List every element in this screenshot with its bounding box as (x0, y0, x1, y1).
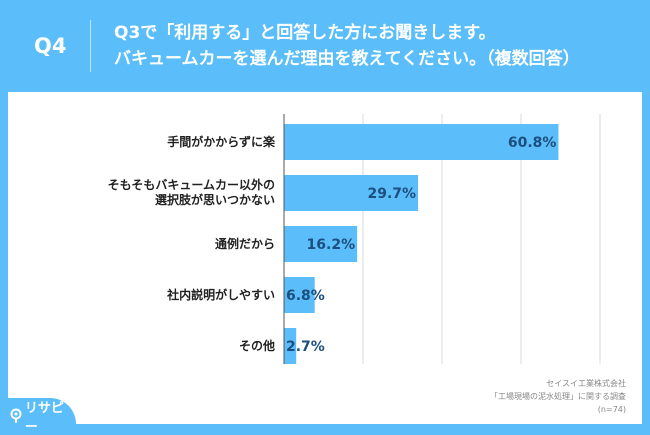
sample-size: (n=74) (597, 405, 626, 414)
title-line-2: バキュームカーを選んだ理由を教えてください。（複数回答） (114, 49, 580, 69)
logo-text: リサピー (24, 401, 64, 435)
category-label-line: その他 (238, 338, 275, 353)
bar (284, 175, 419, 211)
category-label-line: 社内説明がしやすい (167, 287, 275, 302)
category-label-line: 選択肢が思いつかない (154, 193, 275, 207)
logo: リサピー (0, 398, 76, 435)
bar (284, 328, 297, 364)
data-label: 2.7% (286, 339, 325, 355)
category-label-line: 手間がかからずに楽 (167, 134, 275, 149)
category-label: 通例だから (215, 237, 275, 252)
data-label: 6.8% (286, 288, 325, 304)
pin-icon (10, 408, 22, 423)
data-label: 16.2% (307, 237, 356, 253)
source-company: セイスイ工業株式会社 (546, 379, 626, 388)
category-label-line: 通例だから (214, 236, 275, 251)
bar (284, 124, 559, 160)
category-label: 手間がかからずに楽 (167, 135, 275, 150)
source-note: セイスイ工業株式会社 「工場現場の泥水処理」に関する調査 (n=74) (490, 377, 626, 416)
category-label-line: そもそもバキュームカー以外の (107, 178, 275, 192)
header-divider (90, 20, 91, 72)
data-label: 60.8% (508, 135, 557, 151)
title-line-1: Q3で「利用する」と回答した方にお聞きします。 (114, 23, 496, 43)
bar (284, 226, 358, 262)
source-survey: 「工場現場の泥水処理」に関する調査 (490, 392, 626, 401)
category-label: 社内説明がしやすい (167, 288, 275, 303)
data-label: 29.7% (367, 186, 416, 202)
question-number: Q4 (34, 34, 67, 58)
category-label: その他 (239, 339, 275, 354)
question-title: Q3で「利用する」と回答した方にお聞きします。 バキュームカーを選んだ理由を教え… (114, 20, 580, 72)
bar (284, 277, 315, 313)
category-label: そもそもバキュームカー以外の 選択肢が思いつかない (108, 178, 275, 208)
